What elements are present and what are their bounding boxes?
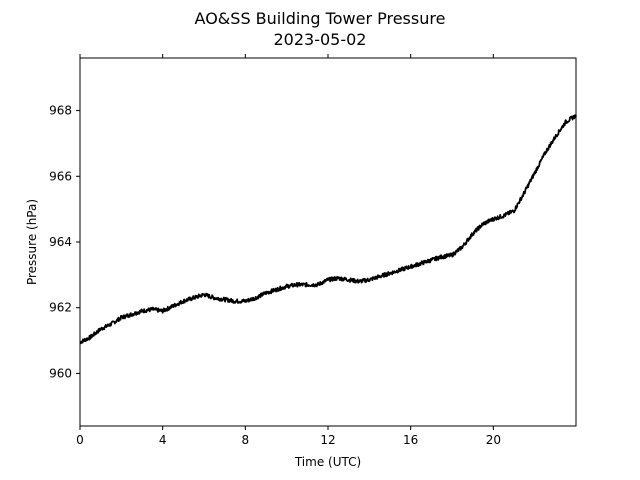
x-tick-label: 20 (486, 433, 501, 447)
y-axis-label: Pressure (hPa) (25, 199, 39, 285)
x-tick-label: 12 (320, 433, 335, 447)
y-tick-label: 962 (49, 301, 72, 315)
plot-frame (79, 57, 577, 427)
chart-title: AO&SS Building Tower Pressure (195, 9, 446, 28)
x-axis-label: Time (UTC) (294, 455, 361, 469)
x-tick-label: 8 (242, 433, 250, 447)
y-tick-label: 966 (49, 169, 72, 183)
y-tick-label: 968 (49, 104, 72, 118)
x-tick-label: 4 (159, 433, 167, 447)
pressure-series-line (79, 114, 577, 345)
x-tick-label: 16 (403, 433, 418, 447)
axis-ticks: 0 4 8 12 16 20 960 962 964 966 968 (49, 54, 501, 447)
chart-subtitle: 2023-05-02 (274, 30, 367, 49)
series-layer (79, 114, 577, 345)
y-tick-label: 960 (49, 366, 72, 380)
y-tick-label: 964 (49, 235, 72, 249)
x-tick-label: 0 (76, 433, 84, 447)
